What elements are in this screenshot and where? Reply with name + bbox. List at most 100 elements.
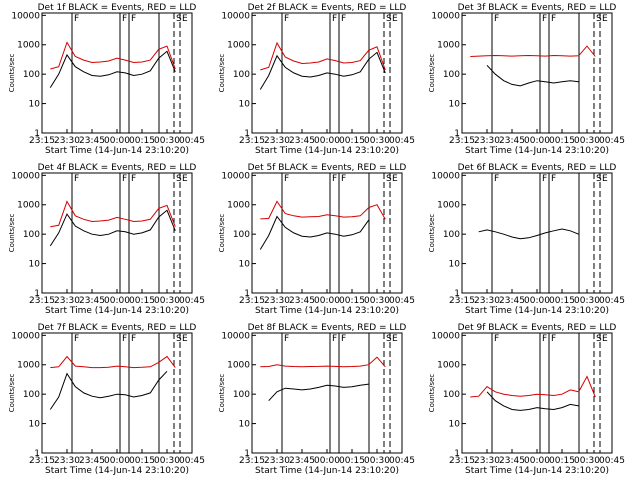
y-tick-label: 100 [233, 390, 250, 400]
x-tick-label: 23:45 [79, 296, 105, 306]
plot-frame [41, 332, 193, 454]
x-tick-label: 00:45 [599, 136, 625, 146]
x-tick-label: 00:00 [524, 136, 550, 146]
y-axis-label: Counts/sec [218, 374, 226, 413]
y-tick-label: 1 [34, 129, 40, 139]
top-mark: E [182, 334, 188, 344]
y-tick-label: 10 [239, 260, 251, 270]
chart-panel-6: Det 6f BLACK = Events, RED = LLD 1 10 100 10… [428, 163, 625, 316]
x-tick-label: 00:30 [154, 296, 180, 306]
series-line-lld [50, 200, 176, 228]
x-tick-label: 23:15 [449, 456, 475, 466]
y-tick-label: 10000 [11, 331, 40, 341]
x-tick-label: 23:15 [239, 456, 265, 466]
x-tick-label: 00:15 [549, 456, 575, 466]
top-mark: S [596, 334, 602, 344]
top-mark: F [131, 174, 136, 184]
x-tick-label: 00:15 [129, 136, 155, 146]
top-mark: F [131, 334, 136, 344]
top-mark: F [131, 14, 136, 24]
top-mark: F [74, 14, 79, 24]
x-tick-label: 23:45 [79, 136, 105, 146]
x-tick-label: 00:00 [104, 136, 130, 146]
top-mark: E [392, 174, 398, 184]
x-tick-label: 00:45 [389, 136, 415, 146]
x-tick-label: 00:00 [314, 456, 340, 466]
plot-frame [461, 12, 613, 134]
y-axis-label: Counts/sec [428, 374, 436, 413]
y-tick-label: 10 [239, 420, 251, 430]
series-line-events [259, 215, 370, 250]
top-mark: S [176, 334, 182, 344]
x-tick-label: 23:15 [29, 296, 55, 306]
x-tick-label: 00:45 [179, 296, 205, 306]
chart-panel-9: Det 9f BLACK = Events, RED = LLD 1 10 100 10… [428, 323, 625, 476]
top-mark: F [332, 174, 337, 184]
top-mark: F [332, 14, 337, 24]
y-tick-label: 1000 [437, 41, 460, 51]
top-mark: F [284, 334, 289, 344]
chart-panel-2: Det 2f BLACK = Events, RED = LLD 1 10 100 10… [218, 3, 415, 156]
top-mark: F [122, 334, 127, 344]
x-tick-label: 00:45 [389, 296, 415, 306]
y-tick-label: 10 [29, 100, 41, 110]
panel-title: Det 1f BLACK = Events, RED = LLD [38, 3, 197, 13]
series-line-events [486, 391, 579, 411]
x-axis-label: Start Time (14-Jun-14 23:10:20) [255, 306, 399, 316]
panel-title: Det 4f BLACK = Events, RED = LLD [38, 163, 197, 173]
y-axis-label: Counts/sec [8, 54, 16, 93]
x-tick-label: 23:45 [79, 456, 105, 466]
top-mark: F [494, 334, 499, 344]
x-tick-label: 00:30 [364, 456, 390, 466]
x-axis-label: Start Time (14-Jun-14 23:10:20) [255, 146, 399, 156]
panel-title: Det 2f BLACK = Events, RED = LLD [248, 3, 407, 13]
top-mark: S [386, 14, 392, 24]
x-tick-label: 00:30 [574, 456, 600, 466]
series-line-lld [50, 355, 176, 369]
x-tick-label: 00:15 [549, 136, 575, 146]
x-tick-label: 00:30 [364, 296, 390, 306]
chart-panel-7: Det 7f BLACK = Events, RED = LLD 1 10 100 10… [8, 323, 205, 476]
top-mark: E [602, 14, 608, 24]
y-tick-label: 10000 [431, 331, 460, 341]
y-tick-label: 10 [449, 260, 461, 270]
x-tick-label: 00:00 [314, 296, 340, 306]
top-mark: F [494, 14, 499, 24]
plot-frame [41, 12, 193, 134]
panel-title: Det 8f BLACK = Events, RED = LLD [248, 323, 407, 333]
y-tick-label: 1000 [437, 361, 460, 371]
x-axis-label: Start Time (14-Jun-14 23:10:20) [465, 146, 609, 156]
x-tick-label: 00:15 [549, 296, 575, 306]
x-tick-label: 00:30 [364, 136, 390, 146]
x-tick-label: 00:15 [339, 136, 365, 146]
x-tick-label: 00:00 [524, 456, 550, 466]
x-tick-label: 23:30 [264, 136, 290, 146]
top-mark: S [596, 174, 602, 184]
y-tick-label: 100 [23, 230, 40, 240]
y-tick-label: 1 [244, 289, 250, 299]
x-tick-label: 00:15 [339, 456, 365, 466]
panel-title: Det 6f BLACK = Events, RED = LLD [458, 163, 617, 173]
x-tick-label: 23:30 [54, 136, 80, 146]
top-mark: S [596, 14, 602, 24]
chart-panel-3: Det 3f BLACK = Events, RED = LLD 1 10 100 10… [428, 3, 625, 156]
series-line-lld [260, 41, 386, 71]
y-axis-label: Counts/sec [218, 214, 226, 253]
top-mark: E [392, 14, 398, 24]
y-tick-label: 1 [454, 129, 460, 139]
top-mark: F [122, 174, 127, 184]
y-tick-label: 10 [29, 260, 41, 270]
y-tick-label: 1000 [17, 41, 40, 51]
y-tick-label: 100 [23, 70, 40, 80]
top-mark: F [284, 174, 289, 184]
top-mark: F [74, 174, 79, 184]
x-tick-label: 23:45 [289, 296, 315, 306]
y-tick-label: 100 [233, 70, 250, 80]
top-mark: S [176, 14, 182, 24]
x-tick-label: 00:45 [179, 136, 205, 146]
x-tick-label: 23:15 [29, 136, 55, 146]
x-tick-label: 00:45 [389, 456, 415, 466]
plot-frame [41, 172, 193, 294]
y-tick-label: 100 [233, 230, 250, 240]
